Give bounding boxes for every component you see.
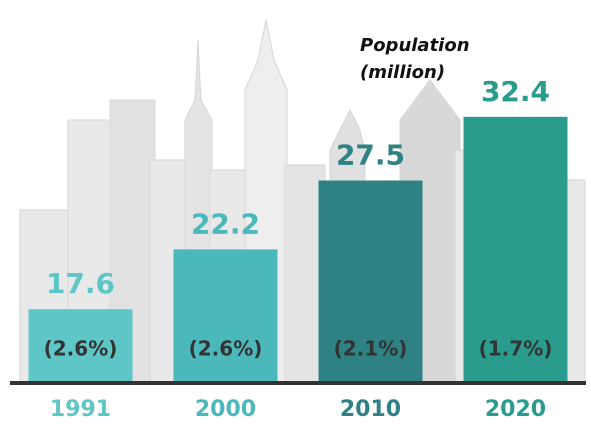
- bar: [318, 180, 423, 382]
- value-label: 22.2: [191, 207, 260, 240]
- bar: [463, 116, 568, 383]
- chart-title: Population (million): [360, 35, 470, 83]
- growth-label: (1.7%): [479, 337, 553, 361]
- bar: [28, 309, 133, 382]
- growth-label: (2.1%): [334, 337, 408, 361]
- x-tick-label: 1991: [50, 397, 111, 422]
- value-label: 17.6: [46, 267, 115, 300]
- growth-label: (2.6%): [189, 337, 263, 361]
- value-label: 27.5: [336, 139, 405, 172]
- bar: [173, 249, 278, 382]
- growth-label: (2.6%): [44, 337, 118, 361]
- x-tick-label: 2020: [485, 397, 546, 422]
- title-line: (million): [360, 62, 445, 83]
- x-tick-label: 2010: [340, 397, 401, 422]
- value-label: 32.4: [481, 75, 550, 108]
- x-tick-label: 2000: [195, 397, 256, 422]
- title-line: Population: [360, 35, 470, 56]
